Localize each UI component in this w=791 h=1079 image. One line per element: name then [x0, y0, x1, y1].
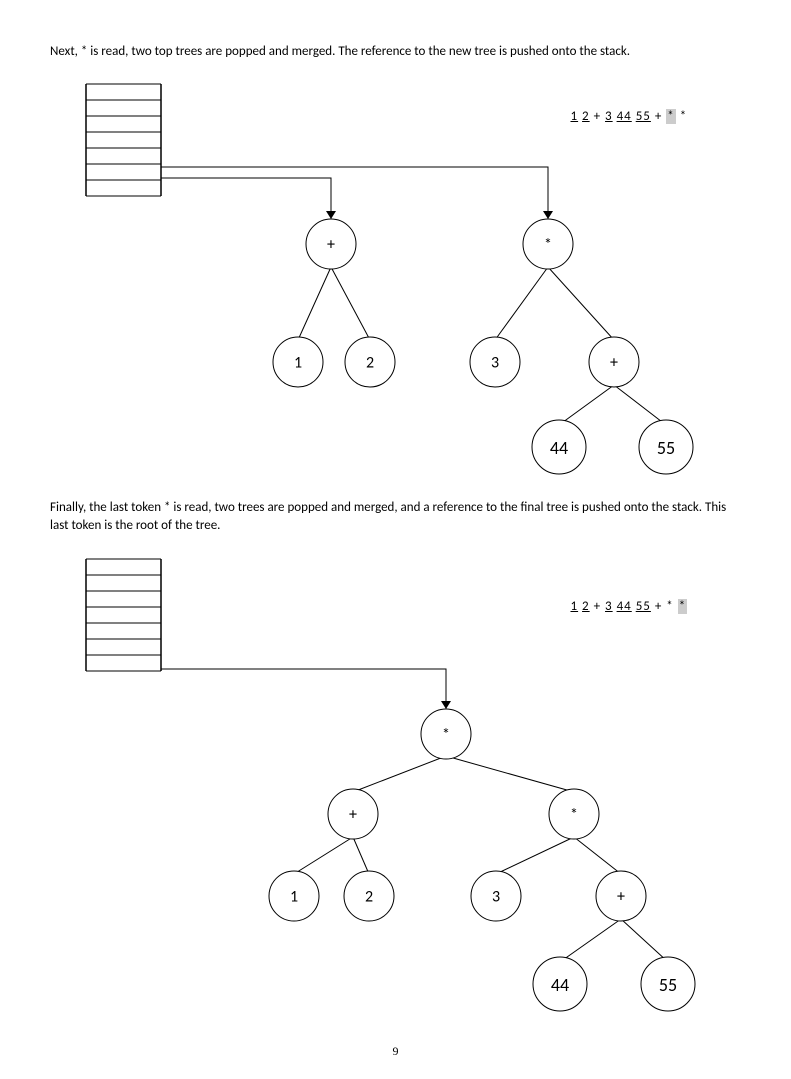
section1-diagram: 1 2 + 3 44 55 + * * + * 1 2 3 +44 55 [51, 69, 741, 479]
tree-node-label: 3 [490, 354, 498, 373]
tree-node-label: 2 [364, 887, 372, 906]
expression-tokens: 1 2 + 3 44 55 + * * [571, 109, 688, 124]
page-number: 9 [50, 1044, 741, 1059]
tree-node-label: 3 [491, 887, 499, 906]
section2-paragraph: Finally, the last token * is read, two t… [50, 499, 741, 535]
tree-node-label: 1 [289, 887, 297, 906]
diagram-svg: + * 1 2 3 +44 55 [51, 69, 741, 479]
tree-node-label: 1 [293, 354, 301, 373]
tree-node-label: * [544, 236, 552, 255]
tree-node-label: + [610, 354, 618, 373]
expression-tokens: 1 2 + 3 44 55 + * * [571, 599, 688, 614]
tree-node-label: * [570, 805, 578, 824]
tree-node-label: + [349, 805, 357, 824]
tree-node-label: 2 [365, 354, 373, 373]
tree-node-label: 44 [550, 974, 568, 996]
tree-node-label: + [617, 887, 625, 906]
diagram-svg: * + * 1 2 3 +44 55 [51, 544, 741, 1024]
tree-node-label: 44 [549, 437, 567, 459]
document-page: Next, * is read, two top trees are poppe… [0, 0, 791, 1079]
tree-node-label: + [327, 236, 335, 255]
tree-node-label: 55 [658, 974, 676, 996]
tree-node-label: 55 [656, 437, 674, 459]
section1-paragraph: Next, * is read, two top trees are poppe… [50, 43, 741, 61]
tree-node-label: * [442, 725, 450, 744]
section2-diagram: 1 2 + 3 44 55 + * * * + * 1 2 3 +44 55 [51, 544, 741, 1024]
